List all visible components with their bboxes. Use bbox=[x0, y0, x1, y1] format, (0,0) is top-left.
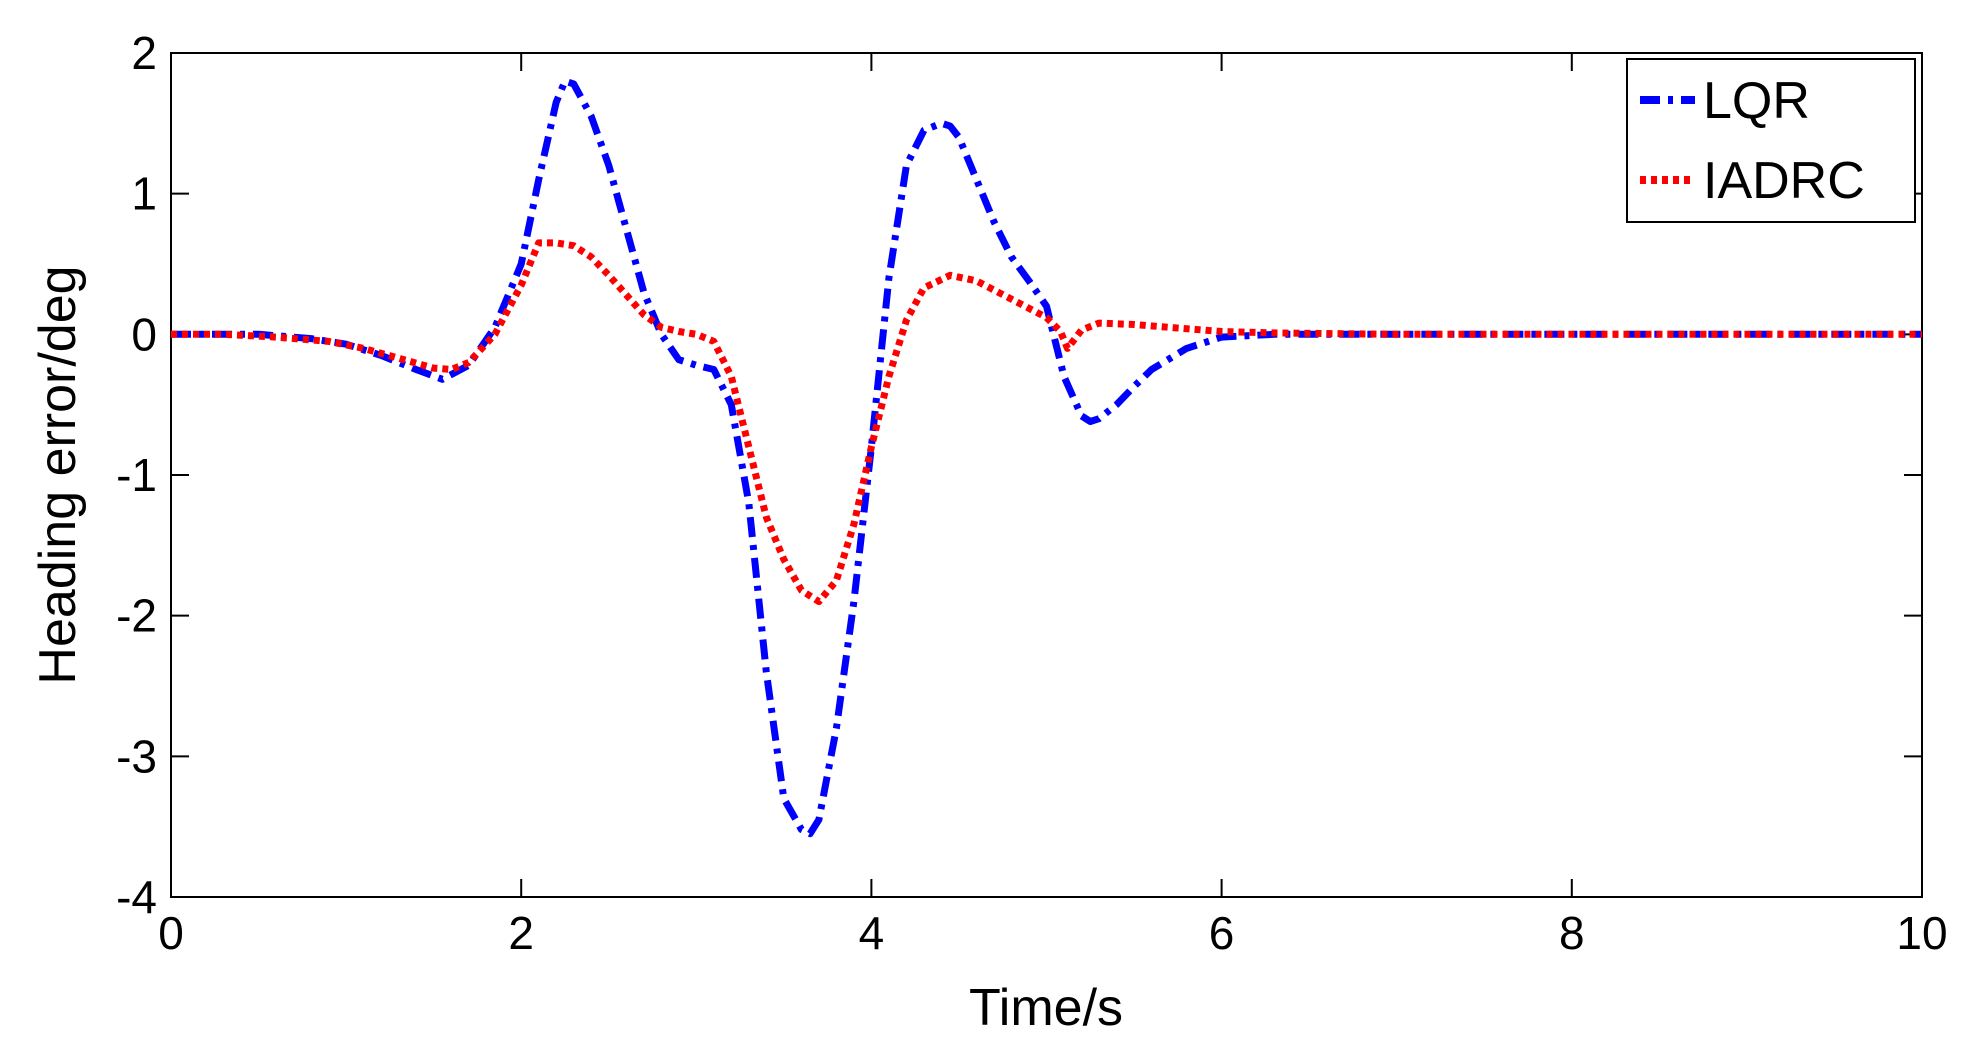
y-tick-label: 0 bbox=[131, 308, 157, 360]
y-axis-label: Heading error/deg bbox=[29, 265, 87, 684]
y-tick-label: -3 bbox=[116, 730, 157, 782]
legend: LQR IADRC bbox=[1626, 58, 1916, 223]
x-tick-label: 2 bbox=[508, 907, 534, 959]
y-tick-label: -4 bbox=[116, 871, 157, 923]
legend-label-iadrc: IADRC bbox=[1703, 152, 1865, 210]
x-tick-label: 6 bbox=[1209, 907, 1235, 959]
y-tick-label: -2 bbox=[116, 590, 157, 642]
series-layer bbox=[171, 77, 1922, 838]
ticks-layer: 0 2 4 6 8 10 -4 -3 -2 -1 0 1 2 bbox=[116, 27, 1947, 959]
x-tick-label: 4 bbox=[859, 907, 885, 959]
x-tick-label: 8 bbox=[1559, 907, 1585, 959]
x-tick-label: 10 bbox=[1896, 907, 1947, 959]
y-tick-label: 1 bbox=[131, 168, 157, 220]
series-line-lqr bbox=[171, 77, 1922, 838]
legend-label-lqr: LQR bbox=[1703, 72, 1810, 130]
x-axis-label: Time/s bbox=[969, 979, 1123, 1037]
y-tick-label: 2 bbox=[131, 27, 157, 79]
legend-box bbox=[1626, 58, 1916, 223]
y-tick-label: -1 bbox=[116, 449, 157, 501]
series-line-iadrc bbox=[171, 239, 1922, 606]
x-tick-label: 0 bbox=[158, 907, 184, 959]
